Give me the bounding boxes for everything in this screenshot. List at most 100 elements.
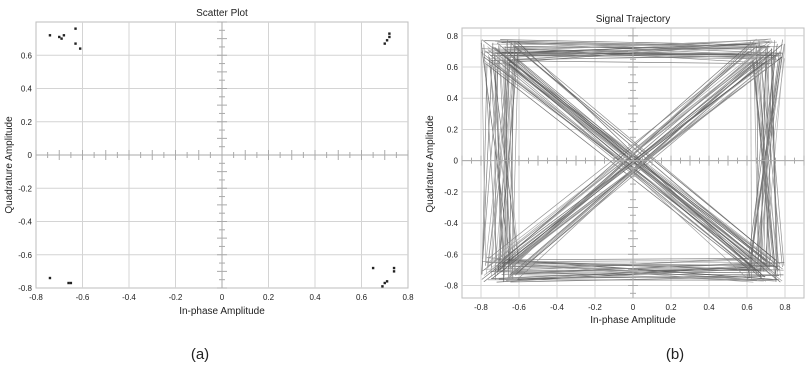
trajectory-line [490,258,749,272]
y-tick-label: 0.4 [21,85,33,94]
trajectory-line [492,42,770,65]
trajectory-line [506,45,766,268]
trajectory-line [482,63,488,259]
trajectory-line [488,55,516,274]
y-tick-label: -0.4 [444,219,458,228]
trajectory-line [503,56,515,277]
trajectory-line [481,39,775,263]
trajectory-line [504,46,509,278]
y-tick-label: -0.4 [18,218,32,227]
trajectory-line [486,45,771,269]
y-tick-label: 0.6 [447,63,459,72]
trajectory-line [483,44,498,261]
trajectory-line [481,39,487,266]
data-point [74,27,77,30]
y-tick-label: -0.6 [444,250,458,259]
chart-title: Signal Trajectory [596,14,670,25]
data-point [67,281,70,285]
x-tick-label: 0.6 [741,303,753,312]
trajectory-line [509,41,773,267]
trajectory-line [483,56,749,260]
data-points [48,27,396,288]
y-tick-label: -0.8 [444,282,458,291]
y-tick-label: -0.2 [18,184,32,193]
y-tick-labels: 0.6 0.4 0.2 0 -0.2 -0.4 -0.6 -0.8 [18,51,32,293]
y-tick-label: -0.8 [18,284,32,293]
data-point [58,35,61,39]
data-point [74,42,77,45]
data-point [371,266,375,270]
trajectory-line [509,260,761,271]
data-point [388,35,391,39]
y-tick-label: 0.2 [447,125,459,134]
y-tick-label: -0.2 [444,188,458,197]
trajectory-line [496,61,502,272]
trajectory-line [498,47,519,271]
trajectory-line [499,51,778,57]
x-tick-label: 0.8 [779,303,791,312]
x-tick-label: -0.4 [122,293,136,302]
trajectory-line [509,274,776,281]
x-axis-label: In-phase Amplitude [590,315,676,326]
y-tick-label: -0.6 [18,251,32,260]
data-point [381,285,384,288]
x-tick-label: -0.8 [29,293,43,302]
trajectory-line [754,53,783,266]
y-tick-label: 0 [454,157,459,166]
x-tick-label: 0 [631,303,636,312]
x-tick-label: 0.4 [703,303,715,312]
trajectory-line [492,258,756,261]
x-tick-label: 0 [220,293,225,302]
scatter-plot-panel: -0.8 -0.6 -0.4 -0.2 0 0.2 0.4 0.6 0.8 0.60.40.20… [4,8,414,317]
trajectory-line [511,48,748,269]
x-tick-label: 0.8 [402,293,414,302]
data-point [385,280,389,283]
center-axes [461,27,805,298]
data-point [48,276,52,280]
x-axis-label: In-phase Amplitude [179,306,265,317]
x-tick-label: -0.4 [550,303,564,312]
trajectory-line [509,48,773,276]
trajectory-line [754,43,774,265]
x-tick-labels: -0.8 -0.6 -0.4 -0.2 0 0.2 0.4 0.6 0.8 [29,293,414,302]
trajectory-line [516,53,780,273]
trajectory-line [751,44,769,268]
data-point [383,42,386,45]
y-tick-label: 0.8 [447,32,459,41]
data-point [69,281,73,285]
caption-a: (a) [191,346,209,363]
data-point [385,39,389,42]
trajectory-line [506,57,780,271]
y-axis-label: Quadrature Amplitude [4,116,15,214]
data-point [388,32,391,35]
data-point [48,34,52,37]
trajectory-line [748,51,780,279]
trajectory-line [756,45,759,262]
trajectory-line [495,44,749,267]
trajectory-line [489,62,748,262]
x-tick-label: -0.6 [76,293,90,302]
x-tick-label: -0.8 [474,303,488,312]
trajectory-line [764,46,785,266]
trajectory-traces [480,38,786,283]
trajectory-line [499,263,773,266]
data-point [78,47,82,50]
chart-title: Scatter Plot [196,8,248,19]
trajectory-line [496,261,784,271]
x-tick-label: 0.2 [665,303,677,312]
y-tick-label: 0 [28,151,33,160]
y-tick-label: 0.2 [21,118,33,127]
y-tick-labels: 0.8 0.6 0.4 0.2 0 -0.2 -0.4 -0.6 -0.8 [444,32,458,291]
x-tick-label: 0.6 [356,293,368,302]
trajectory-line [510,276,766,283]
trajectory-line [514,54,765,275]
trajectory-line [516,47,768,281]
trajectory-line [753,62,772,260]
trajectory-line [516,271,764,282]
trajectory-line [489,271,755,273]
data-point [60,37,63,40]
x-tick-labels: -0.8 -0.6 -0.4 -0.2 0 0.2 0.4 0.6 0.8 [474,303,791,312]
trajectory-line [508,63,766,278]
x-tick-label: -0.2 [588,303,602,312]
